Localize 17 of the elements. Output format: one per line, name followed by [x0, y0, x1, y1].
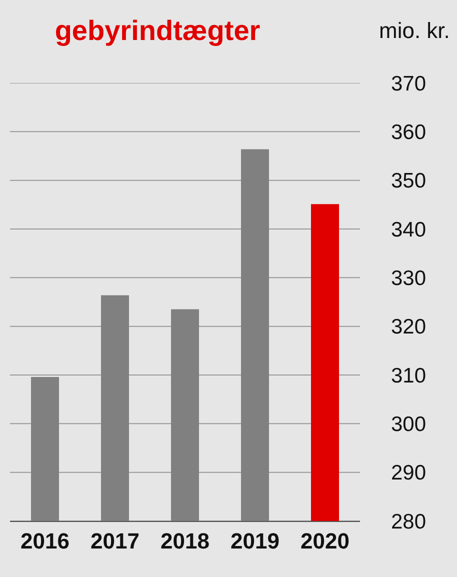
- y-tick-label: 340: [391, 218, 426, 242]
- y-tick-label: 290: [391, 462, 426, 485]
- y-tick-label: 310: [391, 364, 426, 388]
- x-tick-label: 2019: [230, 528, 280, 554]
- y-tick-label: 330: [391, 267, 426, 290]
- x-tick-label: 2016: [20, 528, 70, 554]
- y-axis-title: mio. kr.: [379, 18, 450, 43]
- y-tick-label: 280: [391, 510, 426, 534]
- y-tick-label: 370: [391, 72, 426, 96]
- y-tick-label: 360: [391, 121, 426, 144]
- y-tick-label: 350: [391, 170, 426, 193]
- x-tick-label: 2017: [90, 528, 140, 554]
- x-tick-label: 2018: [160, 528, 210, 554]
- y-tick-label: 300: [391, 413, 426, 436]
- x-tick-label: 2020: [300, 528, 350, 554]
- y-tick-label: 320: [391, 316, 426, 339]
- chart-title: gebyrindtægter: [54, 14, 260, 46]
